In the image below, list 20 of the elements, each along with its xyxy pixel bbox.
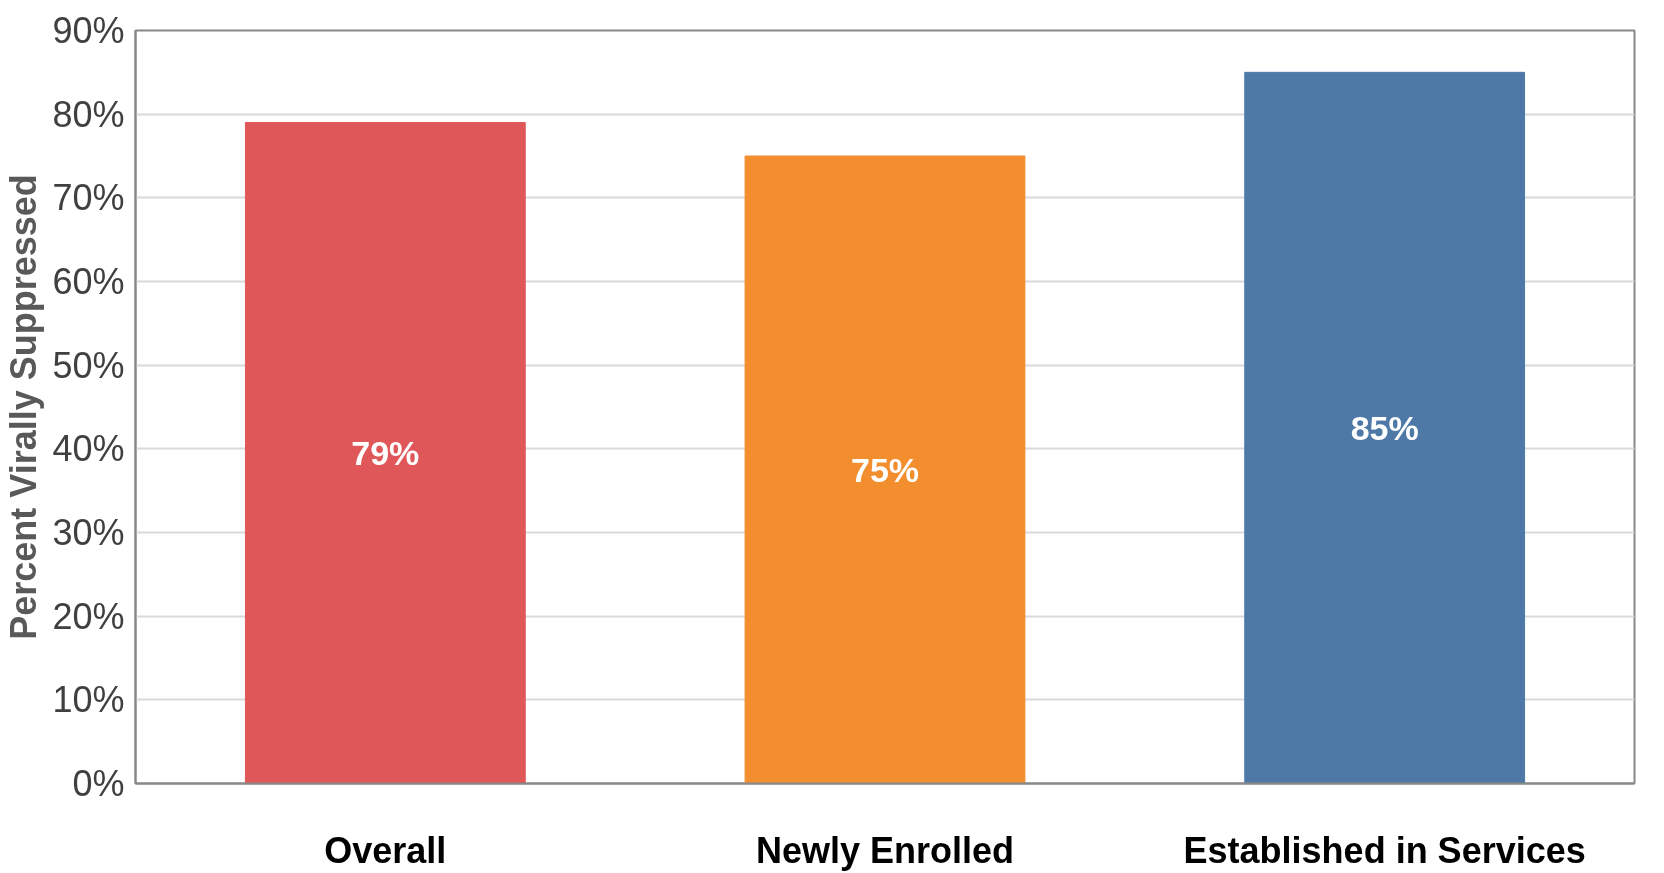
data-label: 75%	[850, 450, 920, 489]
y-tick-label: 30%	[52, 512, 125, 553]
x-tick-label: Overall	[324, 829, 447, 871]
y-tick-label: 80%	[52, 93, 125, 135]
y-tick-label: 0%	[72, 763, 125, 804]
data-label: 85%	[1350, 408, 1419, 447]
x-tick-label: Established in Services	[1183, 829, 1586, 871]
y-tick-label: 70%	[52, 177, 125, 219]
y-tick-label: 10%	[52, 679, 125, 721]
bar	[1244, 71, 1526, 784]
y-axis-title: Percent Virally Suppressed	[3, 174, 45, 640]
bar	[744, 155, 1026, 784]
y-tick-label: 50%	[52, 344, 125, 386]
bar	[244, 122, 526, 784]
y-tick-label: 40%	[52, 428, 125, 470]
data-label: 79%	[351, 434, 420, 473]
y-tick-label: 90%	[52, 10, 125, 51]
y-tick-label: 60%	[52, 261, 125, 302]
y-tick-label: 20%	[52, 595, 125, 637]
x-tick-label: Newly Enrolled	[755, 829, 1015, 871]
